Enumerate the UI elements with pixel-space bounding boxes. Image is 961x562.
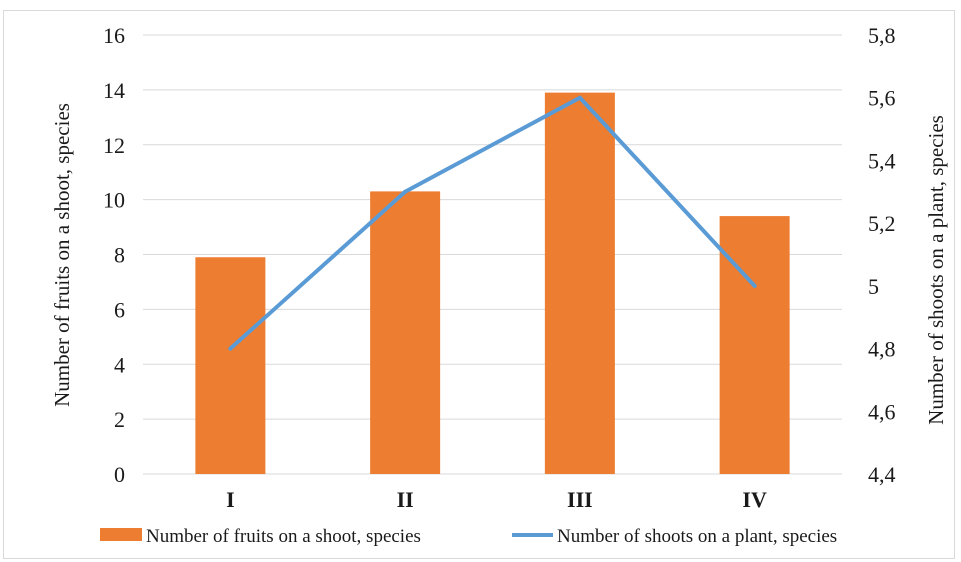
legend-line-label: Number of shoots on a plant, species (557, 526, 837, 547)
line-point (752, 283, 757, 288)
y-left-tick-label: 8 (114, 243, 125, 268)
y-right-tick-label: 5 (868, 274, 879, 299)
x-category-label: IV (742, 487, 767, 512)
y-right-tick-label: 5,6 (868, 86, 896, 111)
y-left-tick-label: 4 (114, 352, 125, 377)
legend: Number of fruits on a shoot, species Num… (100, 526, 837, 547)
bar (544, 92, 615, 475)
y-right-tick-label: 5,4 (868, 148, 896, 173)
y-right-tick-label: 4,6 (868, 399, 896, 424)
y-right-tick-label: 4,8 (868, 337, 896, 362)
line-point (577, 95, 582, 100)
y-left-tick-label: 0 (114, 462, 125, 487)
y-left-tick-label: 6 (114, 297, 125, 322)
y-right-tick-label: 5,2 (868, 211, 896, 236)
y-left-axis-title: Number of fruits on a shoot, species (50, 103, 74, 407)
bar (195, 257, 266, 474)
y-left-tick-label: 14 (103, 78, 125, 103)
x-category-label: I (226, 487, 235, 512)
y-left-tick-label: 10 (103, 188, 125, 213)
y-right-axis-title: Number of shoots on a plant, species (924, 115, 948, 425)
y-right-tick-label: 4,4 (868, 462, 896, 487)
y-right-tick-label: 5,8 (868, 23, 896, 48)
legend-bar-swatch (100, 528, 142, 541)
y-left-tick-label: 2 (114, 407, 125, 432)
bar-series (195, 92, 790, 475)
chart-area (3, 10, 955, 559)
line-point (228, 346, 233, 351)
series-line (228, 95, 757, 351)
bar (719, 216, 790, 474)
x-category-label: III (567, 487, 593, 512)
x-category-label: II (397, 487, 414, 512)
bar (370, 191, 441, 475)
y-left-tick-label: 16 (103, 23, 125, 48)
line-series (228, 95, 757, 351)
y-left-tick-label: 12 (103, 133, 125, 158)
line-point (403, 189, 408, 194)
legend-bar-label: Number of fruits on a shoot, species (146, 526, 421, 547)
